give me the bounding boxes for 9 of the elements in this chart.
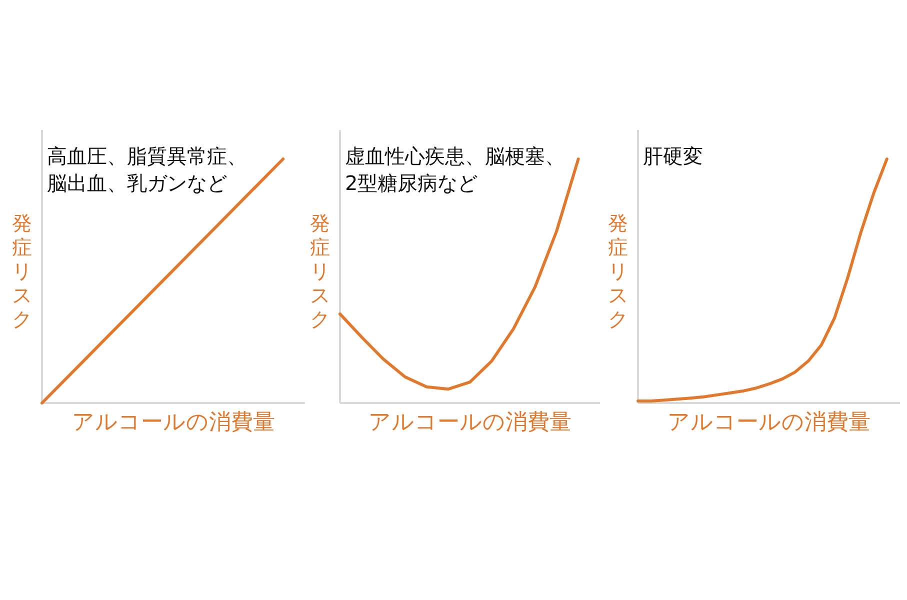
y-axis-title: 発症リスク bbox=[12, 211, 32, 331]
chart-title: 肝硬変 bbox=[643, 144, 703, 168]
x-axis-title: アルコールの消費量 bbox=[368, 410, 572, 435]
x-axis-title: アルコールの消費量 bbox=[668, 410, 870, 435]
chart-title: 高血圧、脂質異常症、脳出血、乳ガンなど bbox=[47, 144, 247, 195]
y-axis-title: 発症リスク bbox=[608, 211, 628, 331]
x-axis-title: アルコールの消費量 bbox=[72, 410, 275, 435]
y-axis-title: 発症リスク bbox=[310, 211, 330, 331]
chart-title: 虚血性心疾患、脳梗塞、2型糖尿病など bbox=[345, 144, 565, 195]
